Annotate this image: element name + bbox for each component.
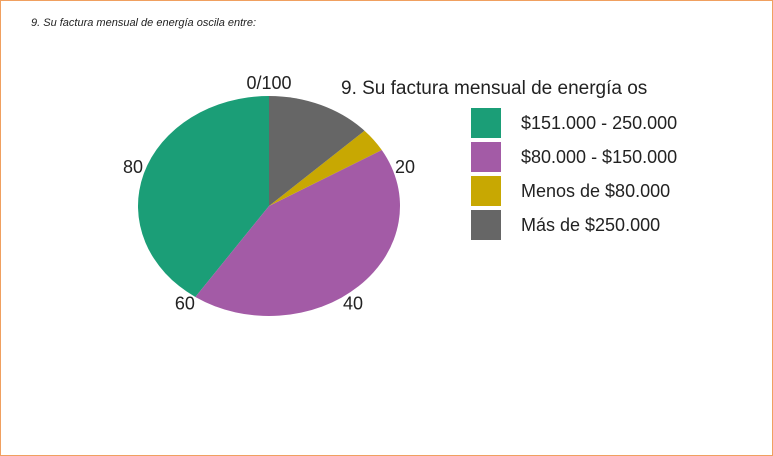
pie-slice [195,150,400,316]
axis-tick-label: 0/100 [246,73,291,93]
legend-label: Menos de $80.000 [521,181,670,201]
legend-swatch [471,176,501,206]
legend-swatch [471,108,501,138]
axis-tick-label: 80 [123,157,143,177]
legend-label: Más de $250.000 [521,215,660,235]
legend-swatch [471,210,501,240]
pie-slice [138,96,269,297]
question-title: 9. Su factura mensual de energía oscila … [31,17,257,29]
pie-slice [269,130,382,206]
axis-tick-label: 40 [343,293,363,313]
chart-title: 9. Su factura mensual de energía os [341,78,647,99]
legend-label: $80.000 - $150.000 [521,147,677,167]
axis-tick-label: 20 [395,157,415,177]
pie-slice [269,96,365,206]
legend-swatch [471,142,501,172]
axis-tick-label: 60 [175,293,195,313]
legend-label: $151.000 - 250.000 [521,113,677,133]
